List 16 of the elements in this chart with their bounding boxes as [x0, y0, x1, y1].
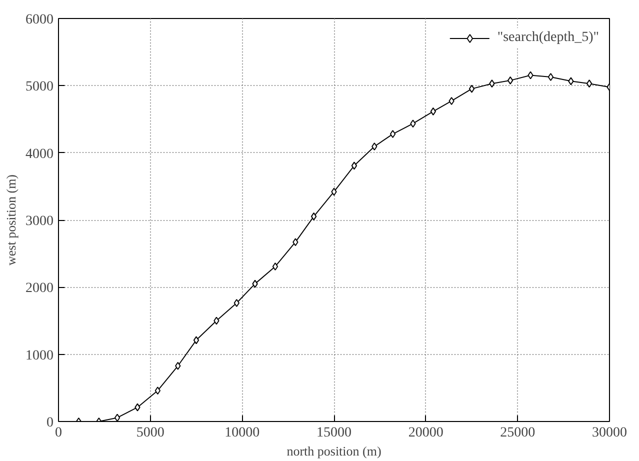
x-tick-label: 30000: [592, 426, 627, 440]
y-tick-label: 2000: [26, 281, 54, 296]
x-tick-label: 10000: [224, 426, 260, 440]
y-tick-label: 0: [46, 416, 54, 430]
x-axis-title: north position (m): [286, 444, 382, 458]
y-tick-label: 3000: [26, 214, 54, 229]
y-tick-label: 4000: [26, 146, 54, 162]
y-axis-title: west position (m): [4, 174, 18, 266]
legend-label: "search(depth_5)": [497, 30, 599, 46]
y-tick-label: 1000: [26, 348, 54, 364]
x-tick-label: 15000: [316, 426, 352, 440]
x-tick-label: 25000: [500, 426, 536, 440]
y-tick-label: 5000: [26, 80, 54, 95]
x-tick-label: 5000: [136, 426, 164, 440]
x-tick-label: 20000: [408, 426, 444, 440]
y-tick-label: 6000: [26, 12, 54, 28]
